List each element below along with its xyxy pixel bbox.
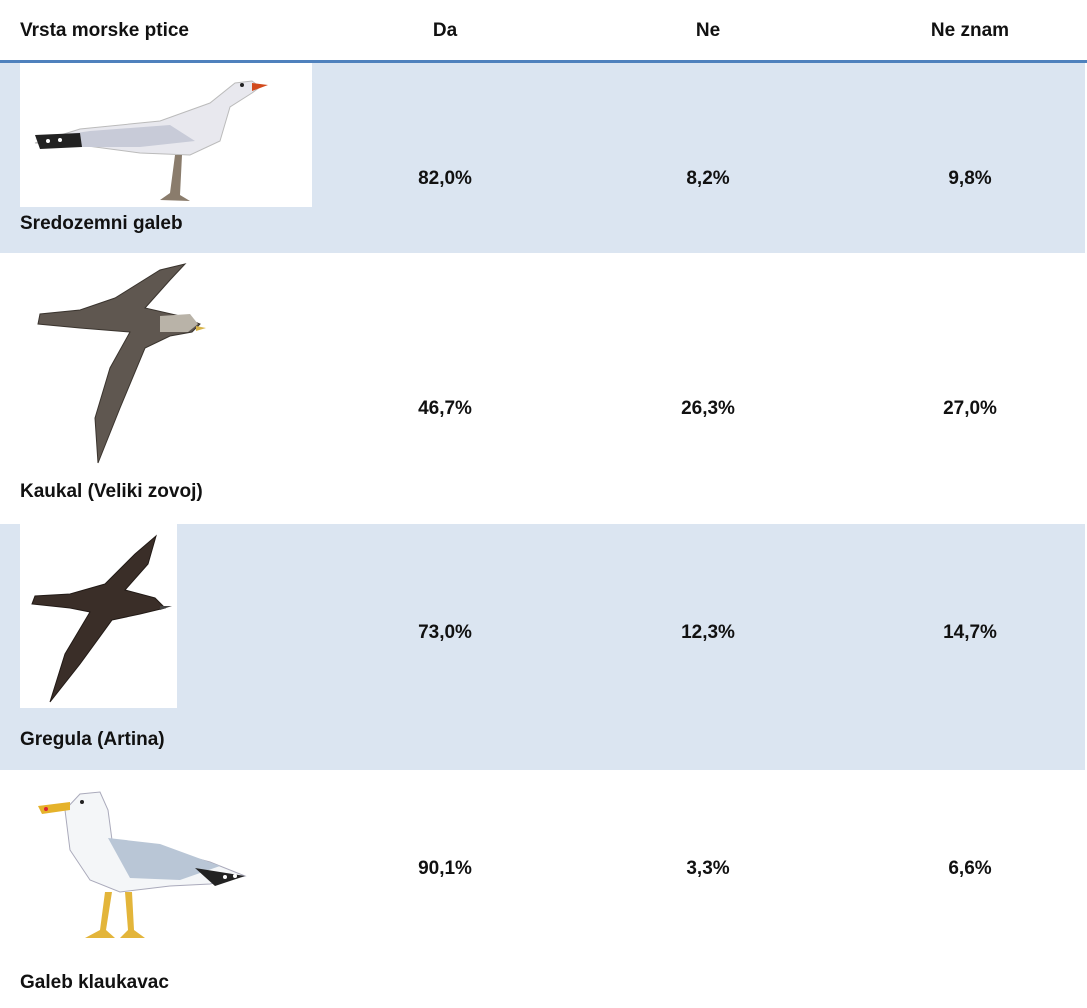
species-name: Sredozemni galeb xyxy=(20,213,183,234)
bird-image xyxy=(20,63,312,207)
row-band xyxy=(0,524,1085,770)
cell-value: 46,7% xyxy=(418,398,472,419)
header-cell: Vrsta morske ptice xyxy=(20,20,189,41)
header-cell: Ne znam xyxy=(930,20,1010,41)
cell-value: 8,2% xyxy=(686,168,730,189)
header-cell: Ne xyxy=(695,20,721,41)
cell-value: 12,3% xyxy=(681,622,735,643)
species-name: Gregula (Artina) xyxy=(20,729,165,750)
bird-image xyxy=(20,524,177,708)
cell-value: 3,3% xyxy=(686,858,730,879)
cell-value: 6,6% xyxy=(948,858,992,879)
cell-value: 14,7% xyxy=(943,622,997,643)
cell-value: 73,0% xyxy=(418,622,472,643)
species-name: Kaukal (Veliki zovoj) xyxy=(20,481,203,502)
species-name: Galeb klaukavac xyxy=(20,972,169,993)
cell-value: 27,0% xyxy=(943,398,997,419)
bird-image xyxy=(37,263,206,464)
bird-image xyxy=(38,791,247,938)
cell-value: 26,3% xyxy=(681,398,735,419)
cell-value: 90,1% xyxy=(418,858,472,879)
header-rule xyxy=(0,60,1087,63)
cell-value: 9,8% xyxy=(948,168,992,189)
header-cell: Da xyxy=(432,20,458,41)
cell-value: 82,0% xyxy=(418,168,472,189)
